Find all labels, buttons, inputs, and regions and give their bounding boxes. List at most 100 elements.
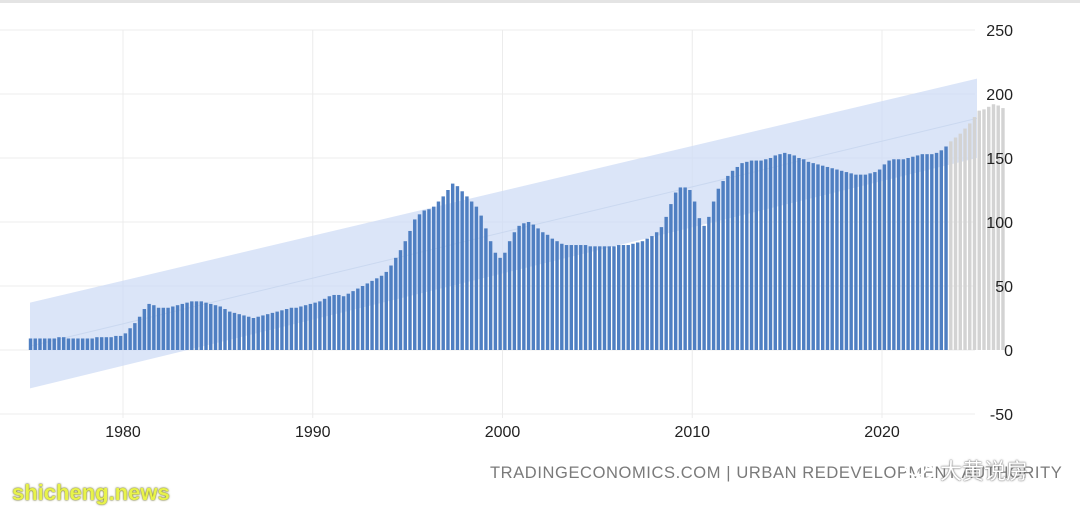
bar <box>721 181 725 350</box>
bar <box>683 187 687 350</box>
bar <box>360 286 365 350</box>
bar <box>123 333 128 350</box>
bar <box>375 278 379 350</box>
bar <box>531 224 536 350</box>
bar <box>256 316 260 350</box>
bar <box>806 161 811 350</box>
bar <box>237 314 241 350</box>
bar <box>265 314 270 350</box>
bar <box>821 165 825 350</box>
x-tick-label: 2020 <box>864 424 900 441</box>
bar <box>692 201 697 350</box>
bar <box>764 159 768 350</box>
bar <box>351 291 355 350</box>
y-tick-label: 250 <box>986 23 1013 40</box>
bar <box>137 316 142 350</box>
bar <box>47 338 52 350</box>
bar <box>839 170 844 350</box>
bar <box>882 164 887 350</box>
bar <box>887 160 891 350</box>
forecast-bar <box>972 117 977 350</box>
bar <box>318 301 322 350</box>
bar <box>370 280 374 350</box>
watermark-site: shicheng.news <box>12 480 170 505</box>
bar <box>365 283 370 350</box>
bar <box>588 246 592 350</box>
bar <box>441 196 445 350</box>
y-tick-label: 50 <box>995 279 1013 296</box>
bar <box>194 301 199 350</box>
bar <box>209 303 213 350</box>
bar <box>598 246 602 350</box>
bar <box>877 169 882 350</box>
bar <box>825 166 830 350</box>
bar <box>90 338 94 350</box>
bar <box>28 338 33 350</box>
bar <box>555 241 559 350</box>
bar <box>66 338 71 350</box>
bar <box>284 309 289 350</box>
bar <box>166 307 170 350</box>
y-tick-label: 200 <box>986 87 1013 104</box>
bar <box>289 307 294 350</box>
bar <box>816 164 820 350</box>
bar <box>835 169 839 350</box>
bar <box>669 204 673 350</box>
bar <box>114 335 118 350</box>
bar <box>156 307 161 350</box>
bar <box>754 160 758 350</box>
forecast-bar <box>958 133 962 350</box>
y-tick-label: 100 <box>986 215 1013 232</box>
bar <box>43 338 47 350</box>
bar <box>223 309 227 350</box>
bar <box>436 201 441 350</box>
bar <box>726 175 730 350</box>
bar <box>175 305 180 350</box>
x-tick-label: 1990 <box>295 424 331 441</box>
bar <box>147 303 151 350</box>
bar <box>161 307 166 350</box>
x-tick-label: 2000 <box>485 424 521 441</box>
bar <box>617 245 621 350</box>
y-axis-ticks: 250 200 150 100 50 0 -50 <box>986 23 1013 424</box>
bar <box>213 305 218 350</box>
bar <box>522 223 526 350</box>
channel-band <box>30 78 977 389</box>
bar <box>906 158 910 350</box>
bar <box>654 232 659 350</box>
bar <box>854 174 858 350</box>
bar <box>180 303 185 350</box>
bar <box>38 338 42 350</box>
bar <box>583 245 588 350</box>
bar <box>517 225 521 350</box>
bar <box>57 337 61 350</box>
forecast-bar <box>953 137 958 350</box>
bar-series <box>28 104 1005 351</box>
bar <box>294 307 298 350</box>
bar <box>526 222 531 350</box>
bar <box>735 166 740 350</box>
bar <box>384 271 388 350</box>
bar <box>76 338 80 350</box>
bar <box>934 152 939 350</box>
bar <box>778 154 782 350</box>
bar <box>635 242 640 350</box>
bar <box>783 152 787 350</box>
bar <box>863 174 868 350</box>
bar <box>707 216 711 350</box>
top-border <box>0 0 1080 3</box>
bar <box>465 196 469 350</box>
bar <box>673 192 678 350</box>
bar <box>925 154 929 350</box>
bar <box>678 187 683 350</box>
bar <box>711 201 716 350</box>
bar <box>95 337 99 350</box>
bar <box>171 306 175 350</box>
bar <box>455 186 460 350</box>
bar <box>218 306 222 350</box>
bar <box>488 241 493 350</box>
wechat-icon <box>904 457 935 480</box>
bar <box>593 246 597 350</box>
bar <box>868 173 872 350</box>
bar <box>62 337 66 350</box>
